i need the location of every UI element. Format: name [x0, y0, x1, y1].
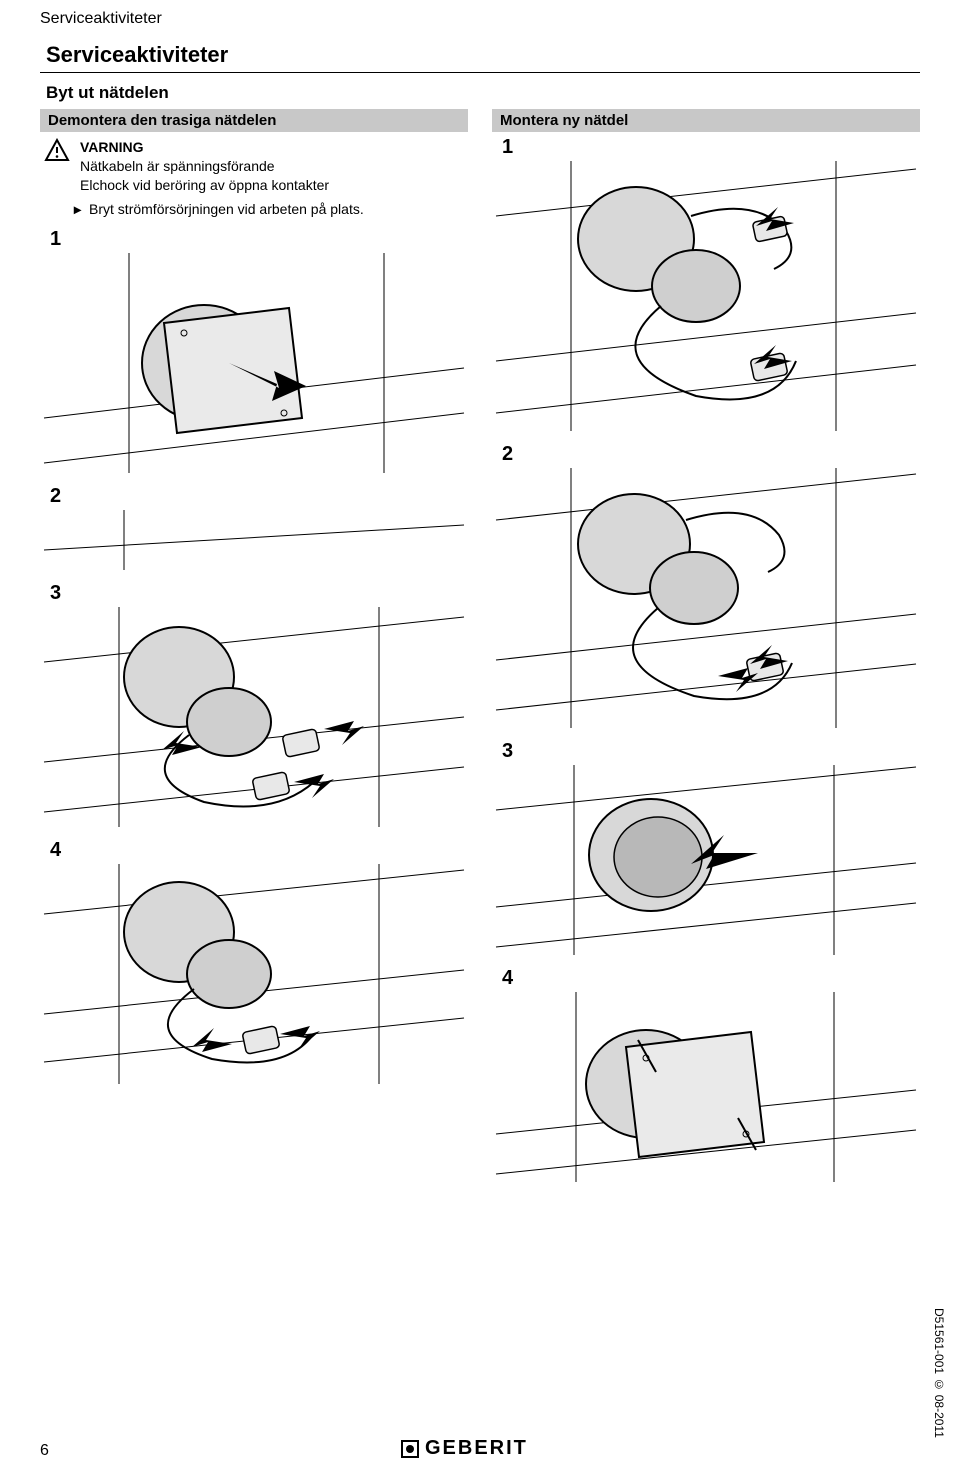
- step-number: 2: [502, 443, 920, 466]
- two-column-layout: Demontera den trasiga nätdelen VARNING N…: [40, 109, 920, 1194]
- section-title: Serviceaktiviteter: [40, 42, 920, 68]
- diagram-left-1: [40, 253, 468, 473]
- step-number: 4: [50, 839, 468, 862]
- warning-title: VARNING: [80, 138, 329, 157]
- diagram-left-4: [40, 864, 468, 1084]
- document-id: D51561-001 © 08-2011: [932, 1308, 946, 1438]
- step-number: 1: [50, 228, 468, 251]
- step-number: 3: [502, 740, 920, 763]
- warning-box: VARNING Nätkabeln är spänningsförande El…: [40, 136, 468, 199]
- warning-triangle-icon: [44, 138, 70, 162]
- diagram-right-2: [492, 468, 920, 728]
- step-number: 2: [50, 485, 468, 508]
- diagram-left-2: [40, 510, 468, 570]
- warning-line-1: Nätkabeln är spänningsförande: [80, 157, 329, 176]
- step-number: 3: [50, 582, 468, 605]
- left-heading-bar: Demontera den trasiga nätdelen: [40, 109, 468, 132]
- brand-logo: GEBERIT: [401, 1437, 528, 1460]
- diagram-right-4: [492, 992, 920, 1182]
- page-number: 6: [40, 1442, 49, 1460]
- right-heading-bar: Montera ny nätdel: [492, 109, 920, 132]
- step-number: 1: [502, 136, 920, 159]
- triangle-bullet-icon: ▸: [74, 201, 81, 218]
- warning-line-2: Elchock vid beröring av öppna kontakter: [80, 176, 329, 195]
- diagram-right-3: [492, 765, 920, 955]
- action-instruction: ▸ Bryt strömförsörjningen vid arbeten på…: [40, 199, 468, 224]
- divider: [40, 72, 920, 73]
- left-column: Demontera den trasiga nätdelen VARNING N…: [40, 109, 468, 1194]
- step-number: 4: [502, 967, 920, 990]
- running-header: Serviceaktiviteter: [40, 10, 920, 28]
- diagram-left-3: [40, 607, 468, 827]
- page-subtitle: Byt ut nätdelen: [40, 83, 920, 103]
- brand-name: GEBERIT: [425, 1437, 528, 1460]
- action-text: Bryt strömförsörjningen vid arbeten på p…: [89, 201, 364, 218]
- warning-text: VARNING Nätkabeln är spänningsförande El…: [80, 138, 329, 195]
- geberit-logo-icon: [401, 1440, 419, 1458]
- page-footer: 6 GEBERIT: [40, 1437, 920, 1460]
- diagram-right-1: [492, 161, 920, 431]
- right-column: Montera ny nätdel 1 2: [492, 109, 920, 1194]
